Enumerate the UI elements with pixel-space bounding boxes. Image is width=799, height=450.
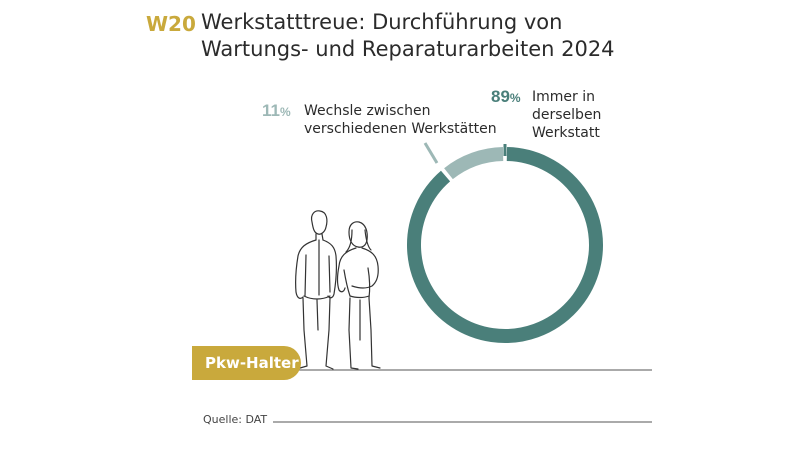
legend-value-major: 89% <box>491 87 521 107</box>
legend-minor-line-2: verschiedenen Werkstätten <box>304 121 497 137</box>
title-line-2: Wartungs- und Reparaturarbeiten 2024 <box>201 37 615 61</box>
legend-major-unit: % <box>509 91 521 105</box>
ring-segment-minor <box>444 147 504 180</box>
chart-code: W20 <box>146 12 196 36</box>
segment-badge: Pkw-Halter <box>192 346 301 380</box>
legend-major-line-1: Immer in <box>532 89 595 105</box>
minor-pointer <box>423 142 439 164</box>
title-line-1: Werkstatttreue: Durchführung von <box>201 10 563 34</box>
legend-label-major: Immer in derselben Werkstatt <box>532 88 601 142</box>
chart-title: Werkstatttreue: Durchführung von Wartung… <box>201 9 621 63</box>
legend-major-line-3: Werkstatt <box>532 125 600 141</box>
woman-figure-icon <box>336 221 381 370</box>
legend-minor-line-1: Wechsle zwischen <box>304 103 431 119</box>
legend-minor-unit: % <box>279 105 291 119</box>
major-marker <box>503 144 507 156</box>
man-figure-icon <box>295 210 337 370</box>
source-note: Quelle: DAT <box>203 413 268 426</box>
legend-value-minor: 11% <box>262 101 291 121</box>
legend-major-line-2: derselben <box>532 107 602 123</box>
legend-major-number: 89 <box>491 87 510 106</box>
ring-segment-major <box>407 147 603 343</box>
legend-label-minor: Wechsle zwischen verschiedenen Werkstätt… <box>304 102 497 138</box>
donut-ring <box>407 144 603 343</box>
legend-minor-number: 11 <box>262 101 280 120</box>
